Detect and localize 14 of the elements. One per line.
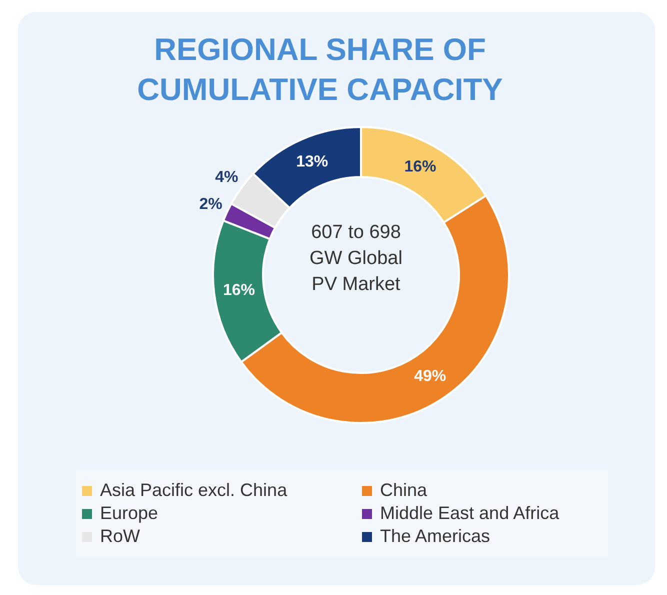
data-label: 13%	[296, 154, 328, 171]
legend-label: Asia Pacific excl. China	[100, 480, 288, 501]
data-label: 16%	[222, 282, 255, 299]
data-label: 4%	[215, 168, 238, 186]
legend-label: RoW	[100, 526, 140, 547]
data-label: 16%	[404, 158, 436, 176]
legend-label: China	[380, 480, 428, 501]
text: 607 to 698 GW Global PV Market	[308, 221, 404, 297]
data-label: 2%	[199, 196, 222, 213]
legend-label: The Americas	[380, 526, 490, 547]
chart-title: REGIONAL SHARE OF CUMULATIVE CAPACITY	[136, 31, 504, 109]
data-label: 49%	[414, 368, 446, 386]
legend-label: Middle East and Africa	[380, 503, 560, 524]
legend-label: Europe	[100, 503, 158, 524]
